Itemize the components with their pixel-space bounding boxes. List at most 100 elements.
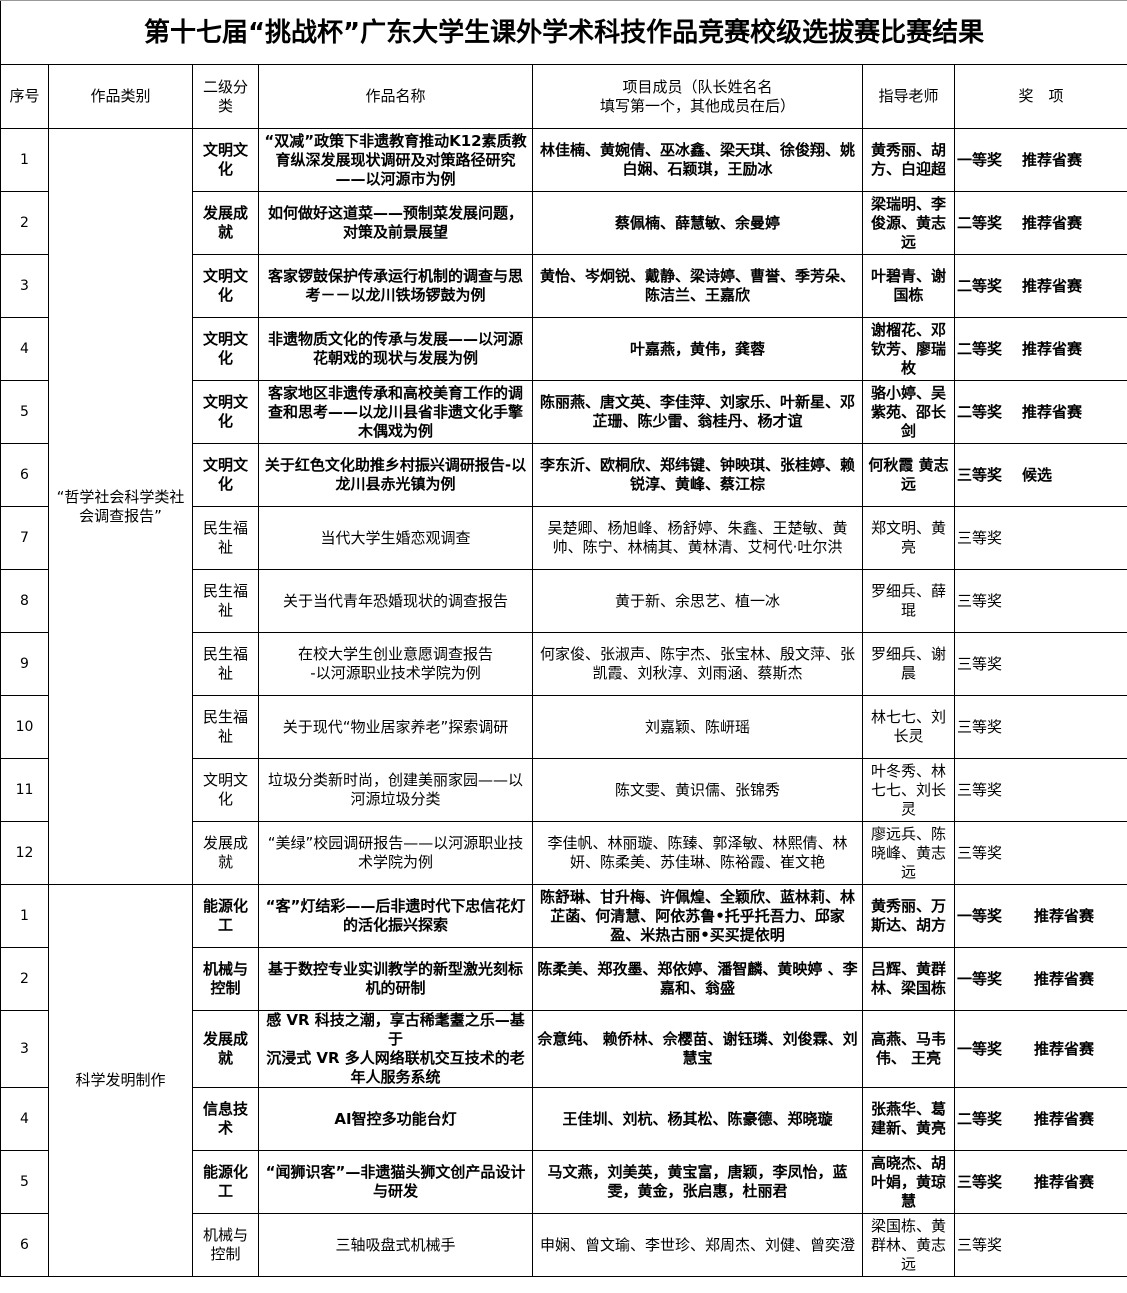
award-cell: 二等奖 推荐省赛 (953, 1087, 1127, 1151)
header-category: 作品类别 (48, 64, 193, 129)
advisor-cell: 郑文明、黄亮 (862, 506, 955, 570)
subcategory-cell: 发展成就 (192, 191, 259, 255)
subcategory-cell: 文明文化 (192, 380, 259, 444)
award-cell: 二等奖 推荐省赛 (953, 254, 1127, 318)
row-number: 4 (0, 1087, 49, 1151)
work-name-cell: 非遗物质文化的传承与发展——以河源花朝戏的现状与发展为例 (258, 317, 533, 381)
work-name-cell: “客”灯结彩——后非遗时代下忠信花灯的活化振兴探索 (258, 884, 533, 948)
recommendation: 推荐省赛 (1022, 339, 1083, 358)
advisor-cell: 黄秀丽、胡方、白迎超 (862, 128, 955, 192)
advisor-cell: 张燕华、葛建新、黄亮 (862, 1087, 955, 1151)
subcategory-cell: 民生福祉 (192, 632, 259, 696)
row-number: 1 (0, 128, 49, 192)
row-number: 2 (0, 191, 49, 255)
work-name-cell: 关于红色文化助推乡村振兴调研报告-以龙川县赤光镇为例 (258, 443, 533, 507)
award-cell: 一等奖 推荐省赛 (953, 884, 1127, 948)
work-name-cell: “双减”政策下非遗教育推动K12素质教育纵深发展现状调研及对策路径研究——以河源… (258, 128, 533, 192)
table-row: 10 民生福祉 关于现代“物业居家养老”探索调研 刘嘉颖、陈岍瑶 林七七、刘长灵 三等奖 (0, 695, 1127, 759)
table-row: 9 民生福祉 在校大学生创业意愿调查报告 -以河源职业技术学院为例 何家俊、张淑声、陈… (0, 632, 1127, 696)
members-cell: 陈文雯、黄识儒、张锦秀 (532, 758, 863, 822)
award-cell: 一等奖 推荐省赛 (953, 1010, 1127, 1088)
advisor-cell: 叶冬秀、林七七、刘长灵 (862, 758, 955, 822)
table-row: 1 科学发明制作 能源化工 “客”灯结彩——后非遗时代下忠信花灯的活化振兴探索 陈舒琳、… (0, 884, 1127, 1277)
members-cell: 刘嘉颖、陈岍瑶 (532, 695, 863, 759)
subcategory-cell: 机械与控制 (192, 1213, 259, 1277)
subcategory-cell: 文明文化 (192, 128, 259, 192)
members-cell: 陈舒琳、甘升梅、许佩煌、全颖欣、蓝林莉、林芷菡、何清慧、阿依苏鲁•托乎托吾力、邱… (532, 884, 863, 948)
header-work-name: 作品名称 (258, 64, 533, 129)
subcategory-cell: 文明文化 (192, 443, 259, 507)
members-cell: 林佳楠、黄婉倩、巫冰鑫、梁天琪、徐俊翔、姚白娴、石颖琪，王励冰 (532, 128, 863, 192)
category-cell: 科学发明制作 (48, 884, 193, 1277)
advisor-cell: 林七七、刘长灵 (862, 695, 955, 759)
category-cell: “哲学社会科学类社会调查报告” (48, 128, 193, 885)
row-number: 12 (0, 821, 49, 885)
row-number: 11 (0, 758, 49, 822)
members-cell: 申娴、曾文瑜、李世珍、郑周杰、刘健、曾奕澄 (532, 1213, 863, 1277)
header-subcategory: 二级分类 (192, 64, 259, 129)
row-number: 3 (0, 1010, 49, 1088)
header-advisor: 指导老师 (862, 64, 955, 129)
advisor-cell: 骆小婷、吴紫苑、邵长剑 (862, 380, 955, 444)
award-cell: 三等奖 候选 (953, 443, 1127, 507)
award-cell: 三等奖 (953, 1213, 1127, 1277)
work-name-cell: 垃圾分类新时尚，创建美丽家园——以河源垃圾分类 (258, 758, 533, 822)
row-number: 8 (0, 569, 49, 633)
work-name-cell: 感 VR 科技之潮，享古稀耄耋之乐—基于 沉浸式 VR 多人网络联机交互技术的老… (258, 1010, 533, 1088)
row-number: 5 (0, 1150, 49, 1214)
members-cell: 黄怡、岑炯锐、戴静、梁诗婷、曹誉、季芳朵、陈洁兰、王嘉欣 (532, 254, 863, 318)
award-cell: 三等奖 (953, 821, 1127, 885)
award-cell: 一等奖 推荐省赛 (953, 947, 1127, 1011)
work-name-cell: “美绿”校园调研报告——以河源职业技术学院为例 (258, 821, 533, 885)
award-level: 三等奖 (957, 780, 1003, 799)
work-name-cell: 如何做好这道菜——预制菜发展问题，对策及前景展望 (258, 191, 533, 255)
advisor-cell: 黄秀丽、万斯达、胡方 (862, 884, 955, 948)
subcategory-cell: 发展成就 (192, 1010, 259, 1088)
subcategory-cell: 能源化工 (192, 1150, 259, 1214)
work-name-cell: 基于数控专业实训教学的新型激光刻标机的研制 (258, 947, 533, 1011)
award-level: 三等奖 (957, 528, 1003, 547)
subcategory-cell: 信息技术 (192, 1087, 259, 1151)
subcategory-cell: 民生福祉 (192, 506, 259, 570)
recommendation: 推荐省赛 (1022, 402, 1083, 421)
table-row: 3 文明文化 客家锣鼓保护传承运行机制的调查与思考－－以龙川铁场锣鼓为例 黄怡、岑炯锐… (0, 254, 1127, 318)
award-cell: 二等奖 推荐省赛 (953, 317, 1127, 381)
members-cell: 马文燕，刘美英，黄宝富，唐颖，李凤怡，蓝雯，黄金，张启惠，杜丽君 (532, 1150, 863, 1214)
award-level: 二等奖 (957, 276, 1003, 295)
work-name-cell: 三轴吸盘式机械手 (258, 1213, 533, 1277)
award-cell: 一等奖 推荐省赛 (953, 128, 1127, 192)
subcategory-cell: 文明文化 (192, 317, 259, 381)
members-cell: 李东沂、欧桐欣、郑纬键、钟映琪、张桂婷、赖锐淳、黄峰、蔡江棕 (532, 443, 863, 507)
advisor-cell: 廖远兵、陈晓峰、黄志远 (862, 821, 955, 885)
recommendation: 候选 (1022, 465, 1053, 484)
members-cell: 叶嘉燕，黄伟，龚蓉 (532, 317, 863, 381)
recommendation: 推荐省赛 (1022, 150, 1083, 169)
work-name-cell: 客家地区非遗传承和高校美育工作的调查和思考——以龙川县省非遗文化手擎木偶戏为例 (258, 380, 533, 444)
header-no: 序号 (0, 64, 49, 129)
recommendation: 推荐省赛 (1034, 1109, 1095, 1128)
row-number: 6 (0, 443, 49, 507)
award-cell: 三等奖 (953, 506, 1127, 570)
award-level: 三等奖 (957, 1235, 1003, 1254)
members-cell: 何家俊、张淑声、陈宇杰、张宝林、殷文萍、张凯霞、刘秋淳、刘雨涵、蔡斯杰 (532, 632, 863, 696)
award-cell: 三等奖 (953, 758, 1127, 822)
subcategory-cell: 民生福祉 (192, 695, 259, 759)
subcategory-cell: 文明文化 (192, 254, 259, 318)
table-row: 2 机械与控制 基于数控专业实训教学的新型激光刻标机的研制 陈柔美、郑孜墨、郑依婷、潘… (0, 947, 1127, 1011)
table-row: 5 能源化工 “闻狮识客”—非遗猫头狮文创产品设计与研发 马文燕，刘美英，黄宝富，唐颖… (0, 1150, 1127, 1214)
award-cell: 三等奖 (953, 695, 1127, 759)
award-level: 三等奖 (957, 654, 1003, 673)
award-level: 一等奖 (957, 1039, 1003, 1058)
recommendation: 推荐省赛 (1022, 213, 1083, 232)
advisor-cell: 吕辉、黄群林、梁国栋 (862, 947, 955, 1011)
table-row: 2 发展成就 如何做好这道菜——预制菜发展问题，对策及前景展望 蔡佩楠、薛慧敏、余曼婷… (0, 191, 1127, 255)
table-row: 4 信息技术 AI智控多功能台灯 王佳圳、刘杭、杨其松、陈豪德、郑晓璇 张燕华、葛建新、… (0, 1087, 1127, 1151)
recommendation: 推荐省赛 (1034, 969, 1095, 988)
award-level: 三等奖 (957, 717, 1003, 736)
row-number: 1 (0, 884, 49, 948)
award-level: 一等奖 (957, 150, 1003, 169)
members-cell: 陈柔美、郑孜墨、郑依婷、潘智麟、黄映婷 、李嘉和、翁盛 (532, 947, 863, 1011)
table-row: 6 机械与控制 三轴吸盘式机械手 申娴、曾文瑜、李世珍、郑周杰、刘健、曾奕澄 梁国栋、黄… (0, 1213, 1127, 1277)
